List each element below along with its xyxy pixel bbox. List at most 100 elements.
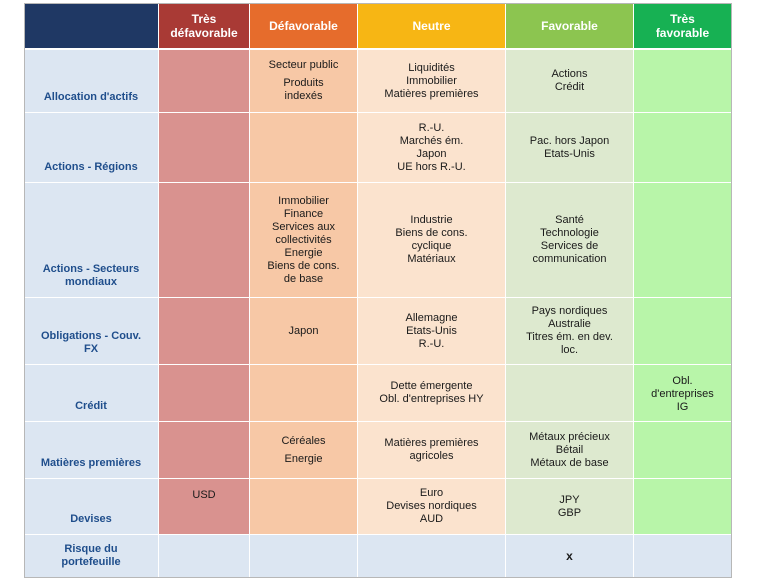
- row-label: Risque du portefeuille: [24, 535, 159, 578]
- cell-line: Industrie: [410, 214, 453, 226]
- cell-line: Immobilier: [278, 194, 329, 207]
- cell-tres-defavorable: [159, 422, 250, 479]
- cell-line: GBP: [557, 506, 582, 519]
- cell-line: IG: [676, 401, 689, 413]
- cell-neutre: Euro Devises nordiques AUD: [358, 479, 506, 535]
- header-label: Neutre: [412, 18, 451, 33]
- row-label-text: Obligations - Couv.: [40, 330, 141, 342]
- cell-line: Pac. hors Japon: [529, 134, 610, 147]
- cell-line: Matériaux: [407, 253, 456, 265]
- cell-favorable: Actions Crédit: [506, 50, 634, 113]
- cell-line: Produits: [283, 77, 324, 89]
- cell-line: Japon: [416, 147, 447, 160]
- cell-tres-defavorable: [159, 365, 250, 422]
- header-row-label: [24, 3, 159, 50]
- cell-line: Matières premières: [384, 437, 479, 449]
- header-neutre: Neutre: [358, 3, 506, 50]
- cell-neutre: Matières premières agricoles: [358, 422, 506, 479]
- cell-line: UE hors R.-U.: [397, 160, 466, 173]
- cell-line: loc.: [560, 344, 579, 356]
- cell-line: Pays nordiques: [531, 305, 608, 317]
- row-label-text: Matières premières: [40, 457, 142, 469]
- cell-line: Finance: [283, 207, 324, 220]
- cell-line: Devises nordiques: [386, 500, 477, 512]
- cell-line: Etats-Unis: [544, 147, 595, 160]
- row-label: Devises: [24, 479, 159, 535]
- cell-line: Australie: [548, 318, 591, 330]
- row-label: Matières premières: [24, 422, 159, 479]
- cell-favorable: x: [506, 535, 634, 578]
- cell-line: Allemagne: [405, 311, 458, 324]
- cell-tres-favorable: Obl. d'entreprises IG: [634, 365, 732, 422]
- cell-line: Matières premières: [384, 87, 479, 100]
- row-label-text: portefeuille: [61, 556, 121, 568]
- cell-line: Euro: [419, 487, 444, 499]
- cell-favorable: Métaux précieux Bétail Métaux de base: [506, 422, 634, 479]
- cell-defavorable: [250, 365, 358, 422]
- cell-favorable: [506, 365, 634, 422]
- cell-defavorable: Céréales Energie: [250, 422, 358, 479]
- cell-line: Crédit: [554, 81, 585, 93]
- cell-neutre: [358, 535, 506, 578]
- cell-defavorable: [250, 113, 358, 183]
- cell-line: communication: [532, 253, 607, 265]
- row-label-text: Allocation d'actifs: [43, 91, 139, 103]
- header-label: Très: [670, 11, 695, 26]
- header-label: Très: [191, 11, 217, 26]
- cell-tres-favorable: [634, 422, 732, 479]
- cell-line: Titres ém. en dev.: [526, 331, 613, 343]
- cell-neutre: Industrie Biens de cons. cyclique Matériaux: [358, 183, 506, 298]
- cell-defavorable: Japon: [250, 298, 358, 365]
- row-label-text: FX: [83, 343, 99, 355]
- cell-line: collectivités: [275, 233, 332, 246]
- cell-line: USD: [192, 489, 216, 501]
- cell-line: Immobilier: [406, 74, 457, 87]
- cell-line: cyclique: [411, 240, 452, 252]
- cell-tres-favorable: [634, 183, 732, 298]
- cell-line: Céréales: [281, 434, 326, 447]
- cell-tres-defavorable: [159, 183, 250, 298]
- cell-favorable: Pac. hors Japon Etats-Unis: [506, 113, 634, 183]
- row-label: Actions - Secteurs mondiaux: [24, 183, 159, 298]
- header-label: favorable: [655, 25, 710, 40]
- cell-line: Etats-Unis: [406, 324, 457, 337]
- cell-line: JPY: [559, 493, 580, 506]
- cell-neutre: R.-U. Marchés ém. Japon UE hors R.-U.: [358, 113, 506, 183]
- header-tres-favorable: Très favorable: [634, 3, 732, 50]
- row-label: Crédit: [24, 365, 159, 422]
- row-label-text: Crédit: [75, 400, 107, 412]
- row-label-text: Risque du: [64, 543, 118, 555]
- cell-tres-defavorable: [159, 50, 250, 113]
- cell-tres-favorable: [634, 113, 732, 183]
- cell-defavorable: Immobilier Finance Services aux collectivit…: [250, 183, 358, 298]
- risk-marker: x: [566, 548, 573, 563]
- row-label-text: Devises: [70, 513, 112, 525]
- cell-line: Obl.: [672, 375, 693, 387]
- cell-line: Japon: [288, 324, 319, 337]
- cell-line: Obl. d'entreprises HY: [379, 393, 484, 405]
- cell-line: d'entreprises: [651, 388, 714, 400]
- header-favorable: Favorable: [506, 3, 634, 50]
- cell-tres-favorable: [634, 535, 732, 578]
- cell-defavorable: [250, 479, 358, 535]
- cell-line: Technologie: [540, 227, 599, 239]
- cell-line: Biens de cons.: [267, 259, 340, 272]
- cell-line: Biens de cons.: [395, 227, 468, 239]
- cell-line: Services de: [540, 240, 599, 252]
- cell-tres-favorable: [634, 50, 732, 113]
- cell-defavorable: [250, 535, 358, 578]
- row-label: Actions - Régions: [24, 113, 159, 183]
- header-label: Défavorable: [269, 18, 338, 33]
- cell-favorable: JPY GBP: [506, 479, 634, 535]
- cell-line: agricoles: [409, 450, 454, 462]
- cell-tres-defavorable: [159, 298, 250, 365]
- cell-favorable: Santé Technologie Services de communication: [506, 183, 634, 298]
- row-label-text: Actions - Régions: [44, 161, 138, 173]
- cell-line: Santé: [555, 214, 584, 226]
- row-label: Obligations - Couv. FX: [24, 298, 159, 365]
- cell-line: R.-U.: [418, 337, 445, 350]
- cell-tres-defavorable: USD: [159, 479, 250, 535]
- header-tres-defavorable: Très défavorable: [159, 3, 250, 50]
- header-label: défavorable: [170, 25, 238, 40]
